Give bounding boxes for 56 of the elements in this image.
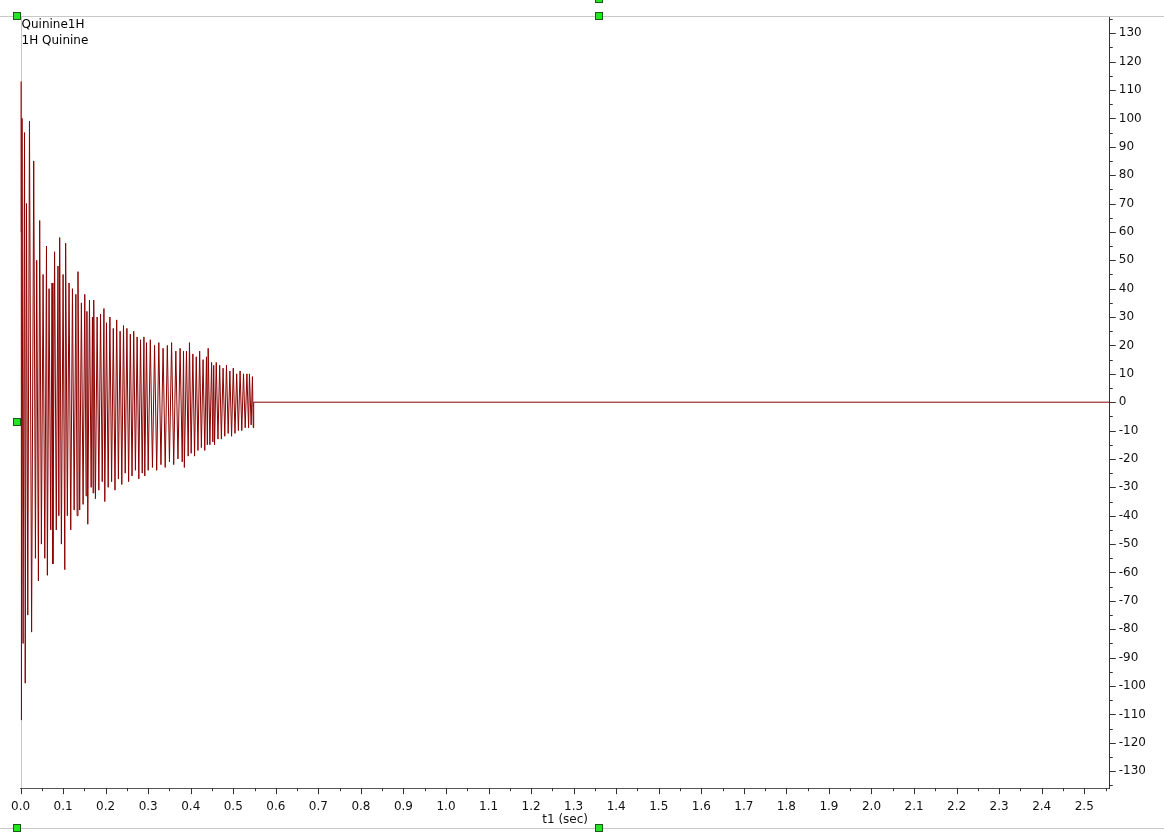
- x-tick-label: 0.7: [308, 798, 328, 813]
- y-tick-label: -20: [1118, 451, 1139, 466]
- x-tick-label: 2.2: [947, 798, 967, 813]
- x-tick-label: 0.4: [181, 798, 201, 813]
- x-tick-label: 1.3: [564, 798, 584, 813]
- x-tick-label: 0.5: [223, 798, 243, 813]
- x-tick-label: 1.5: [649, 798, 669, 813]
- y-tick-label: 60: [1118, 224, 1135, 239]
- y-tick-label: -90: [1118, 649, 1139, 664]
- x-tick-label: 1.2: [521, 798, 541, 813]
- x-tick-label: 1.0: [436, 798, 456, 813]
- y-tick-label: 90: [1118, 138, 1135, 153]
- y-tick-label: 130: [1118, 25, 1142, 40]
- x-tick-label: 1.6: [691, 798, 711, 813]
- x-tick-label: 2.0: [861, 798, 882, 813]
- y-tick-label: -120: [1118, 734, 1146, 749]
- x-tick-label: 2.1: [904, 798, 924, 813]
- y-tick-label: -100: [1118, 678, 1146, 693]
- y-tick-label: -50: [1118, 536, 1139, 551]
- y-tick-label: 70: [1118, 195, 1135, 210]
- x-tick-label: 1.8: [776, 798, 796, 813]
- x-tick-label: 0.8: [351, 798, 371, 813]
- y-tick-label: 30: [1118, 309, 1135, 324]
- x-tick-label: 2.3: [989, 798, 1009, 813]
- y-tick-label: 120: [1118, 53, 1142, 68]
- x-tick-label: 0.6: [266, 798, 286, 813]
- x-tick-label: 2.5: [1074, 798, 1094, 813]
- y-tick-label: 110: [1118, 82, 1142, 97]
- y-tick-label: -60: [1118, 564, 1139, 579]
- text: 1H Quinine: [21, 33, 89, 48]
- x-tick-label: 1.9: [819, 798, 839, 813]
- y-tick-label: -10: [1118, 422, 1139, 437]
- x-tick-label: 0.3: [138, 798, 158, 813]
- y-tick-label: 10: [1118, 365, 1135, 380]
- y-tick-label: -40: [1118, 507, 1139, 522]
- x-tick-label: 0.2: [96, 798, 116, 813]
- y-tick-label: -110: [1118, 706, 1146, 721]
- x-tick-label: 2.4: [1032, 798, 1052, 813]
- x-tick-label: 1.4: [606, 798, 626, 813]
- x-tick-label: 1.7: [734, 798, 754, 813]
- x-tick-label: 1.1: [479, 798, 499, 813]
- y-tick-label: 80: [1118, 167, 1135, 182]
- y-tick-label: -130: [1118, 763, 1146, 778]
- y-tick-label: 100: [1118, 110, 1142, 125]
- y-tick-label: -80: [1118, 621, 1139, 636]
- y-tick-label: -30: [1118, 479, 1139, 494]
- y-tick-label: 0: [1118, 394, 1127, 409]
- chart-title: Quinine1H: [21, 17, 85, 32]
- y-tick-label: 50: [1118, 252, 1135, 267]
- x-tick-label: 0.0: [11, 798, 31, 813]
- x-axis-title: t1 (sec): [542, 811, 589, 826]
- x-tick-label: 0.9: [393, 798, 414, 813]
- x-tick-label: 0.1: [53, 798, 73, 813]
- y-tick-label: 20: [1118, 337, 1135, 352]
- y-tick-label: -70: [1118, 593, 1139, 607]
- y-tick-label: 40: [1118, 280, 1135, 295]
